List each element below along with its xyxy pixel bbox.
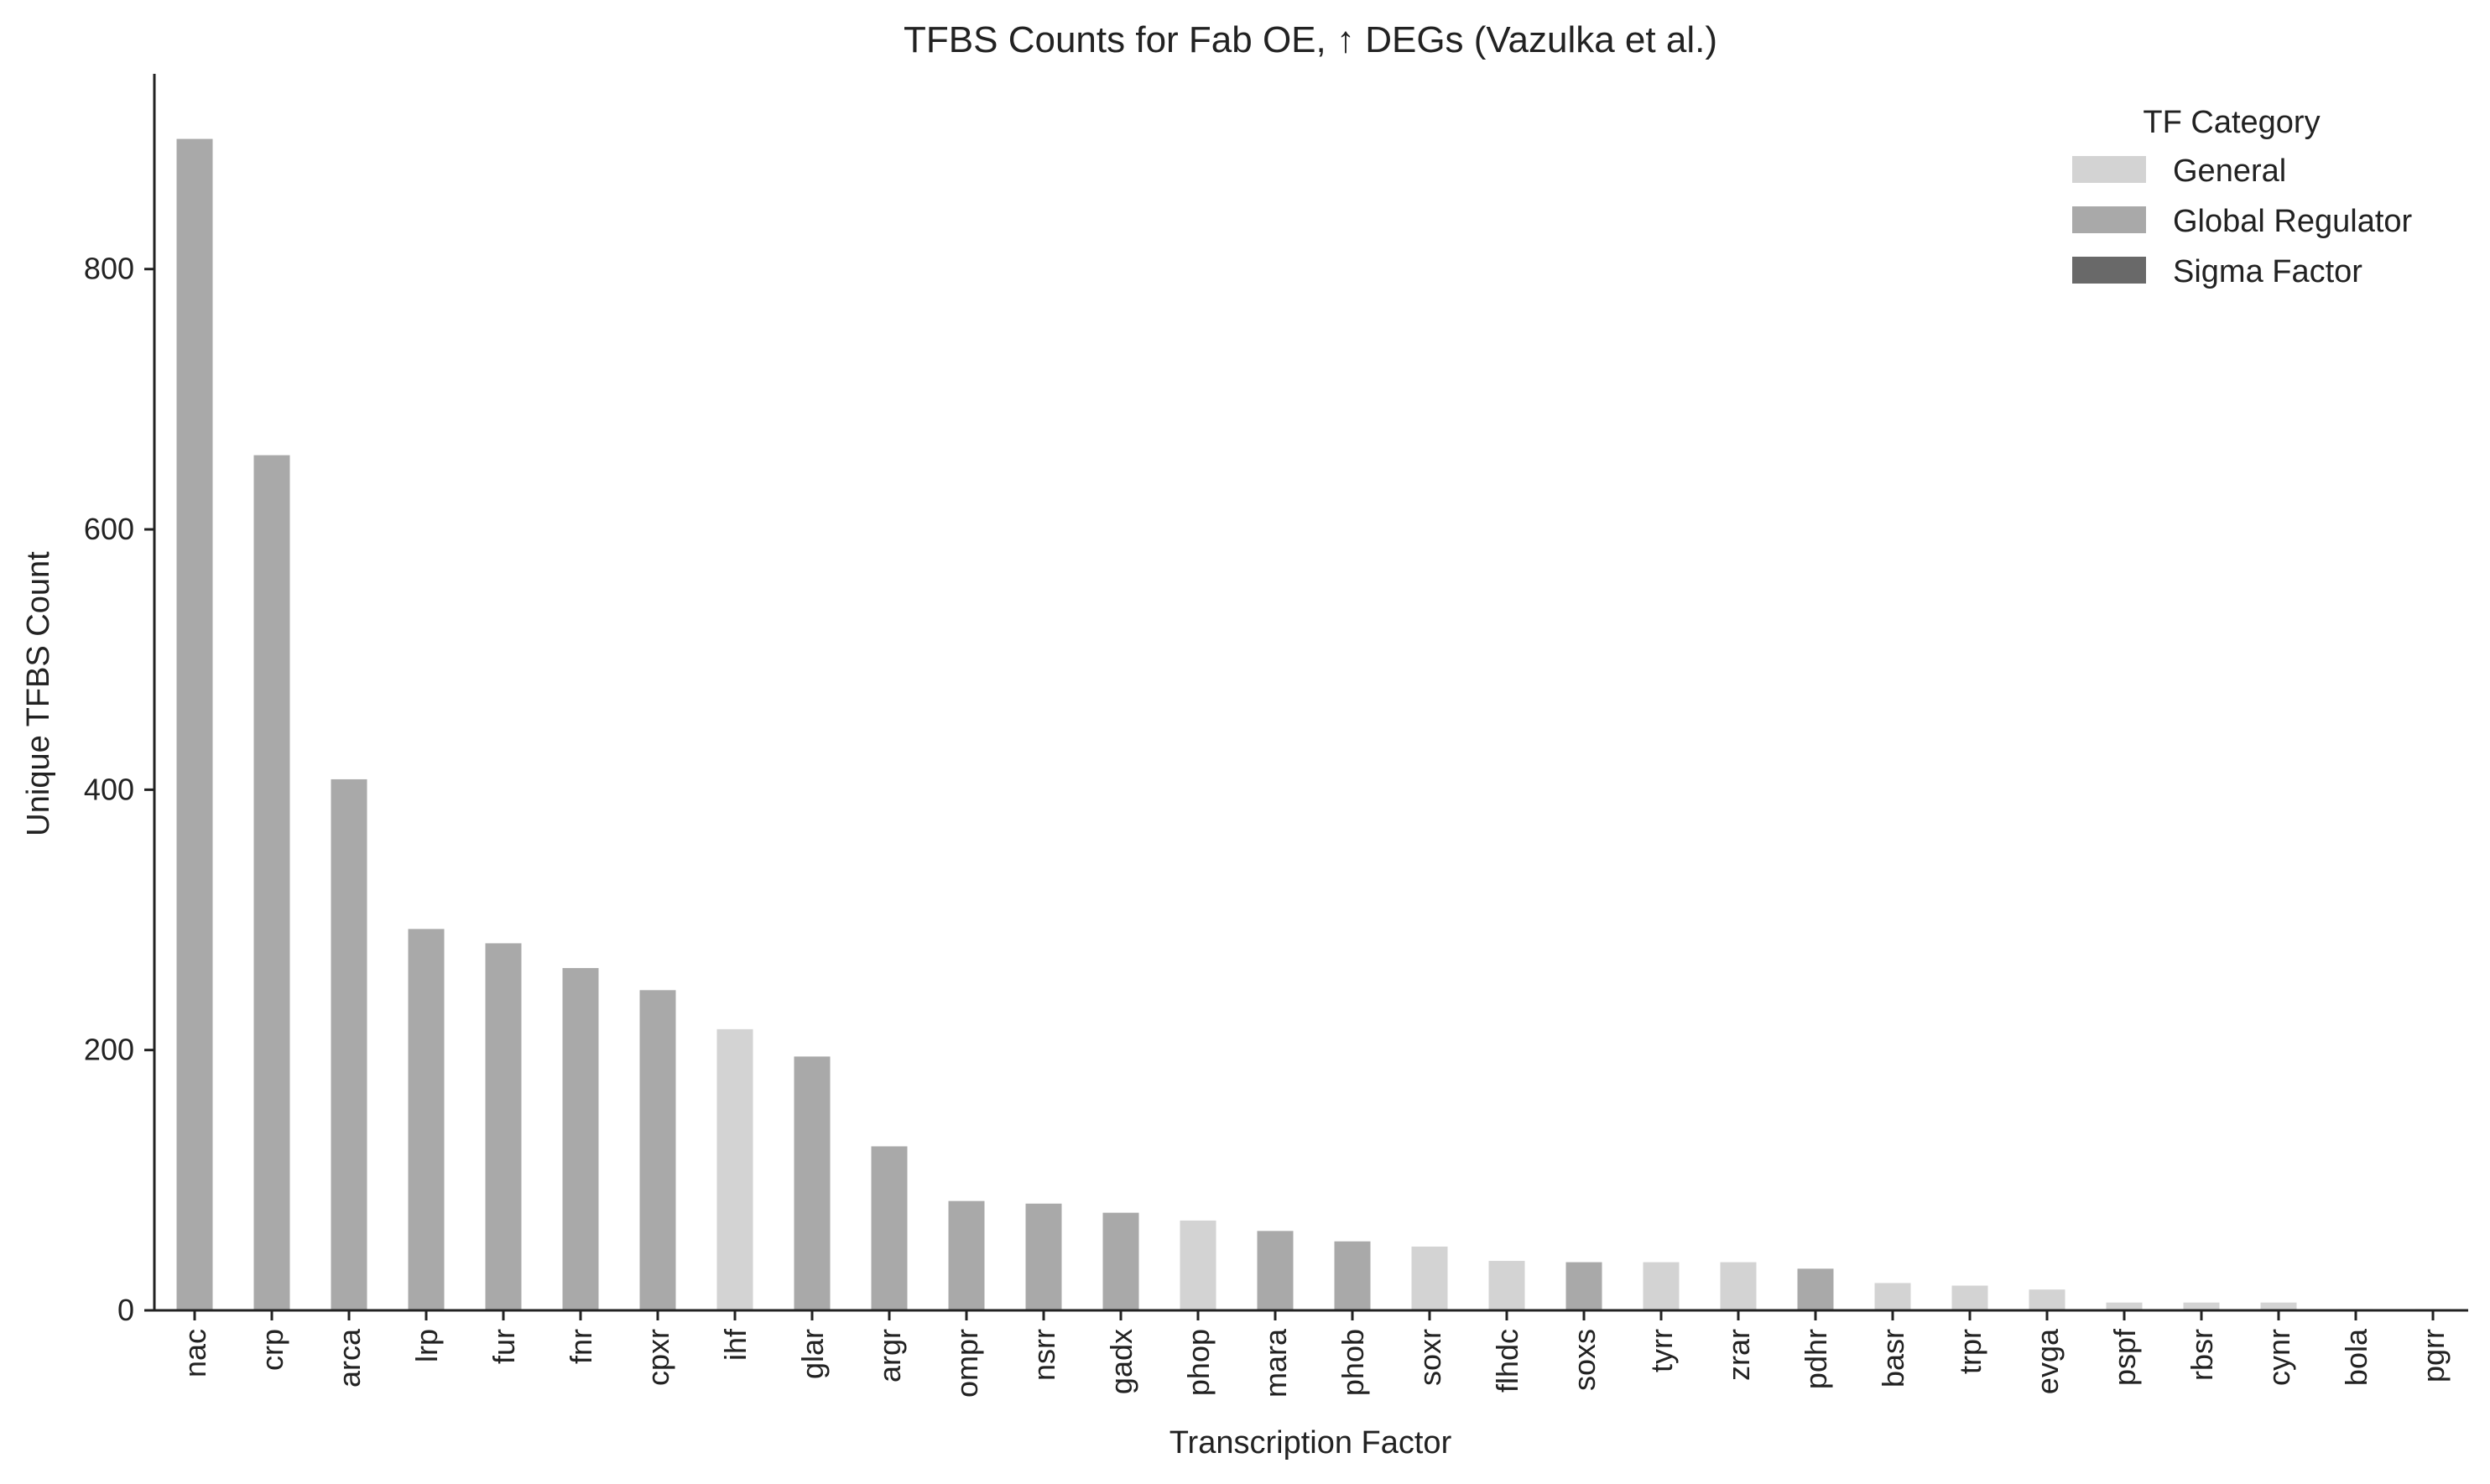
bar-mara	[1257, 1231, 1294, 1310]
y-tick-label-600: 600	[84, 512, 134, 546]
x-tick-label-pspf: pspf	[2107, 1328, 2142, 1386]
x-tick-label-phob: phob	[1336, 1329, 1370, 1396]
x-tick-label-nsrr: nsrr	[1027, 1329, 1061, 1381]
legend-swatch-sigma-factor	[2072, 257, 2146, 284]
legend-entry-global-regulator: Global Regulator	[2072, 204, 2413, 239]
bar-crp	[253, 455, 290, 1310]
legend-title: TF Category	[2143, 105, 2320, 140]
x-tick-label-pdhr: pdhr	[1799, 1329, 1833, 1389]
x-tick-label-rbsr: rbsr	[2185, 1329, 2219, 1381]
x-tick-label-mara: mara	[1258, 1328, 1293, 1398]
legend-entry-sigma-factor: Sigma Factor	[2072, 254, 2362, 289]
bar-ompr	[948, 1200, 985, 1310]
legend-label-global-regulator: Global Regulator	[2173, 204, 2413, 239]
bar-lrp	[408, 929, 445, 1310]
bar-fur	[485, 943, 522, 1310]
bar-nsrr	[1025, 1203, 1062, 1310]
x-tick-label-soxr: soxr	[1413, 1329, 1447, 1386]
x-tick-label-glar: glar	[795, 1329, 830, 1379]
bar-nac	[176, 138, 213, 1310]
y-axis-label: Unique TFBS Count	[21, 551, 56, 836]
bar-zrar	[1720, 1262, 1757, 1310]
bar-phop	[1180, 1220, 1216, 1310]
x-tick-label-cynr: cynr	[2262, 1329, 2296, 1386]
x-ticks-group: nac crp arca lrp fur fnr cpxr ihf glar argr ompr ns…	[178, 1310, 2451, 1398]
bar-soxr	[1411, 1246, 1448, 1310]
bar-pdhr	[1797, 1268, 1834, 1310]
y-tick-label-800: 800	[84, 252, 134, 286]
bar-evga	[2029, 1289, 2065, 1310]
bar-soxs	[1565, 1262, 1602, 1310]
x-axis-label: Transcription Factor	[1169, 1425, 1452, 1461]
y-tick-label-0: 0	[117, 1293, 134, 1327]
bar-cpxr	[639, 990, 676, 1310]
chart-title: TFBS Counts for Fab OE, ↑ DEGs (Vazulka …	[904, 19, 1717, 60]
x-tick-label-bola: bola	[2339, 1328, 2373, 1386]
x-tick-label-fnr: fnr	[564, 1329, 598, 1364]
bar-gadx	[1102, 1212, 1139, 1310]
legend-entry-general: General	[2072, 154, 2286, 189]
x-tick-label-arca: arca	[332, 1328, 367, 1388]
x-tick-label-argr: argr	[873, 1329, 907, 1382]
x-tick-label-zrar: zrar	[1722, 1329, 1756, 1381]
bar-ihf	[716, 1028, 753, 1310]
x-tick-label-pgrr: pgrr	[2416, 1329, 2451, 1382]
y-ticks-group: 0 200 400 600 800	[84, 252, 154, 1327]
bar-flhdc	[1488, 1261, 1525, 1310]
x-tick-label-evga: evga	[2030, 1328, 2065, 1394]
x-tick-label-trpr: trpr	[1953, 1329, 1987, 1374]
x-tick-label-gadx: gadx	[1104, 1329, 1138, 1394]
x-tick-label-phop: phop	[1181, 1329, 1216, 1396]
bar-arca	[331, 778, 367, 1310]
legend-swatch-global-regulator	[2072, 206, 2146, 233]
bar-trpr	[1951, 1285, 1988, 1310]
x-tick-label-nac: nac	[178, 1329, 212, 1377]
legend: TF Category General Global Regulator Sig…	[2072, 105, 2413, 289]
legend-label-general: General	[2173, 154, 2286, 189]
bar-basr	[1874, 1283, 1911, 1310]
x-tick-label-ompr: ompr	[950, 1329, 984, 1398]
y-tick-label-200: 200	[84, 1033, 134, 1067]
x-tick-label-flhdc: flhdc	[1490, 1329, 1524, 1393]
x-tick-label-crp: crp	[255, 1329, 289, 1371]
bars-group	[176, 138, 2451, 1310]
x-tick-label-ihf: ihf	[718, 1328, 753, 1361]
bar-phob	[1334, 1241, 1371, 1310]
bar-glar	[794, 1056, 831, 1310]
bar-rbsr	[2183, 1302, 2220, 1310]
x-tick-label-fur: fur	[487, 1329, 521, 1364]
legend-label-sigma-factor: Sigma Factor	[2173, 254, 2362, 289]
x-tick-label-tyrr: tyrr	[1644, 1329, 1679, 1372]
bar-argr	[871, 1146, 908, 1310]
x-tick-label-basr: basr	[1876, 1329, 1910, 1388]
x-tick-label-lrp: lrp	[409, 1329, 444, 1362]
x-tick-label-soxs: soxs	[1567, 1329, 1602, 1391]
bar-pspf	[2106, 1302, 2143, 1310]
bar-fnr	[562, 967, 599, 1310]
bar-cynr	[2260, 1302, 2297, 1310]
legend-swatch-general	[2072, 156, 2146, 183]
y-tick-label-400: 400	[84, 772, 134, 806]
x-tick-label-cpxr: cpxr	[641, 1329, 675, 1386]
bar-tyrr	[1643, 1262, 1680, 1310]
